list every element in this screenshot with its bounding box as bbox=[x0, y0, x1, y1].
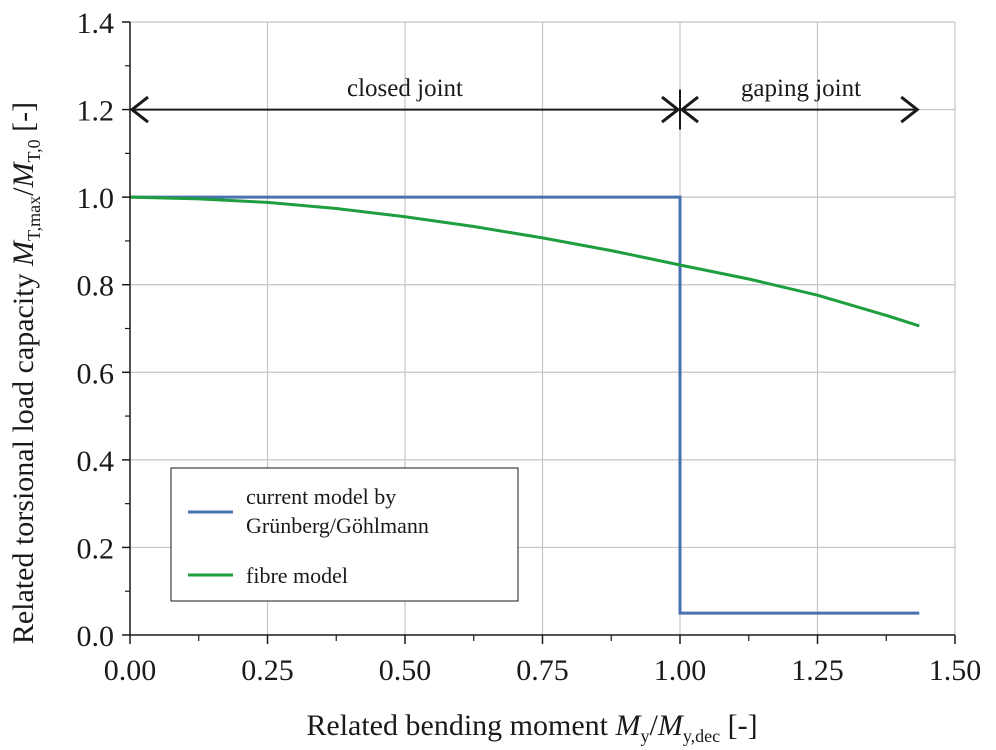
arrowhead-left-gaping-joint bbox=[679, 95, 699, 124]
x-tick-label-0: 0.00 bbox=[104, 654, 157, 687]
legend-label-fibre-model: fibre model bbox=[246, 563, 348, 588]
series-line-fibre-model bbox=[129, 195, 920, 328]
arrowhead-right-gaping-joint bbox=[900, 95, 920, 124]
annotation-closed-joint: closed joint bbox=[347, 75, 463, 102]
annotations: closed joint gaping joint bbox=[129, 75, 920, 130]
x-tick-label-4: 1.00 bbox=[654, 654, 707, 687]
tick-labels: 0.00 0.25 0.50 0.75 1.00 1.25 1.50 0.0 0.2 0.4 0.6… bbox=[77, 7, 982, 687]
y-tick-label-4: 0.8 bbox=[77, 270, 115, 303]
y-axis-title: Related torsional load capacity MT,max/M… bbox=[7, 102, 44, 644]
y-tick-label-6: 1.2 bbox=[77, 95, 115, 128]
x-tick-label-5: 1.25 bbox=[791, 654, 844, 687]
y-tick-label-3: 0.6 bbox=[77, 357, 115, 390]
x-tick-label-3: 0.75 bbox=[516, 654, 569, 687]
legend-label-current-model-line1: current model by bbox=[246, 484, 396, 509]
y-tick-label-5: 1.0 bbox=[77, 182, 115, 215]
y-tick-label-0: 0.0 bbox=[77, 620, 115, 653]
x-tick-label-1: 0.25 bbox=[241, 654, 294, 687]
arrowhead-right-closed-joint bbox=[661, 95, 681, 124]
arrowhead-left-closed-joint bbox=[129, 95, 149, 124]
annotation-gaping-joint: gaping joint bbox=[741, 75, 861, 102]
legend-label-current-model-line2: Grünberg/Göhlmann bbox=[246, 513, 429, 538]
x-tick-label-6: 1.50 bbox=[929, 654, 982, 687]
axes bbox=[122, 21, 956, 644]
y-tick-label-1: 0.2 bbox=[77, 532, 115, 565]
x-axis-title: Related bending moment My/My,dec [-] bbox=[306, 709, 757, 746]
series-group bbox=[129, 195, 920, 615]
series-line-current-model bbox=[130, 195, 920, 615]
x-tick-label-2: 0.50 bbox=[379, 654, 432, 687]
legend-box bbox=[170, 467, 519, 602]
legend: current model by Grünberg/Göhlmann fibre… bbox=[170, 467, 519, 602]
y-tick-label-2: 0.4 bbox=[77, 445, 115, 478]
y-tick-label-7: 1.4 bbox=[77, 7, 115, 40]
